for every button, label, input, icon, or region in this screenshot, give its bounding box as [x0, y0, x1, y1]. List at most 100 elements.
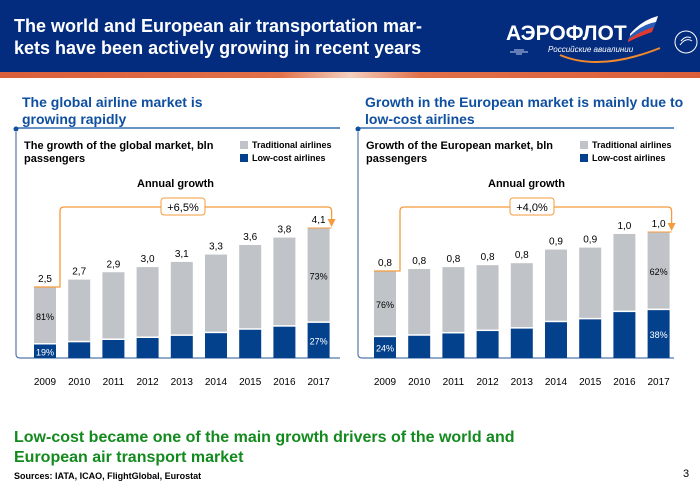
bar-lowcost [307, 322, 330, 358]
x-tick-label: 2009 [374, 377, 397, 388]
bar-total-label: 3,0 [141, 254, 155, 265]
legend-swatch-traditional [240, 141, 248, 149]
bar-lowcost [613, 312, 636, 358]
panel-frame-line [15, 132, 340, 359]
growth-bracket [34, 206, 333, 288]
legend-label: Traditional airlines [252, 140, 332, 150]
share-label-traditional: 81% [36, 312, 54, 322]
logo-graphics [510, 16, 698, 63]
bar-traditional [613, 233, 636, 311]
right-legend: Traditional airlines Low-cost airlines [580, 139, 672, 165]
legend-swatch-traditional [580, 141, 588, 149]
bar-total-label: 3,1 [175, 249, 189, 260]
page-number: 3 [683, 468, 690, 480]
x-tick-label: 2009 [34, 377, 57, 388]
bar-lowcost [579, 319, 602, 358]
right-chart-subtitle: Growth of the European market, bln passe… [366, 140, 554, 165]
bar-total-label: 2,9 [106, 259, 120, 270]
bar-total-label: 0,8 [412, 256, 426, 267]
left-annual-growth-label: Annual growth [137, 178, 214, 190]
share-label-traditional: 76% [376, 300, 394, 310]
legend-item-lowcost: Low-cost airlines [240, 152, 332, 165]
left-legend: Traditional airlines Low-cost airlines [240, 139, 332, 165]
share-label-lowcost: 24% [376, 344, 394, 354]
bar-total-label: 1,0 [652, 219, 666, 230]
bar-lowcost [408, 335, 431, 358]
bar-lowcost [647, 310, 670, 358]
left-chart-subtitle: The growth of the global market, bln pas… [24, 140, 214, 165]
right-annual-growth-label: Annual growth [488, 178, 565, 190]
bar-traditional [273, 237, 296, 326]
x-tick-label: 2016 [613, 377, 636, 388]
bar-total-label: 3,8 [277, 225, 291, 236]
growth-badge [160, 197, 206, 216]
bar-traditional [476, 265, 499, 330]
x-tick-label: 2015 [239, 377, 262, 388]
share-label-lowcost: 27% [310, 336, 328, 346]
growth-badge [509, 197, 555, 216]
bar-total-label: 2,5 [38, 274, 52, 285]
legend-item-traditional: Traditional airlines [580, 139, 672, 152]
bar-traditional [647, 232, 670, 309]
growth-arrowhead-icon [327, 219, 336, 227]
bar-total-label: 4,1 [312, 215, 326, 226]
x-tick-label: 2010 [68, 377, 91, 388]
share-label-traditional: 73% [310, 271, 328, 281]
panel-title-bullet [13, 126, 19, 132]
header-bar: The world and European air transportatio… [0, 0, 700, 72]
x-tick-label: 2011 [103, 377, 125, 388]
bar-lowcost [273, 326, 296, 358]
bar-traditional [442, 267, 465, 332]
bar-traditional [34, 287, 56, 344]
share-label-traditional: 62% [650, 267, 668, 277]
x-tick-label: 2014 [545, 377, 568, 388]
growth-badge-value: +4,0% [516, 202, 548, 214]
skyteam-icon [674, 30, 698, 54]
x-tick-label: 2017 [647, 377, 670, 388]
bar-traditional [510, 263, 533, 328]
legend-item-lowcost: Low-cost airlines [580, 152, 672, 165]
x-tick-label: 2014 [205, 377, 228, 388]
x-tick-label: 2012 [476, 377, 499, 388]
bar-traditional [307, 228, 330, 322]
bar-traditional [408, 269, 431, 335]
bar-lowcost [205, 333, 227, 358]
bar-lowcost [68, 342, 91, 358]
bar-total-label: 0,8 [378, 258, 392, 269]
growth-bracket [374, 206, 673, 272]
logo-text: АЭРОФЛОТ [506, 22, 627, 45]
bar-lowcost [34, 344, 56, 358]
bar-total-label: 0,8 [446, 254, 460, 265]
x-tick-label: 2013 [171, 377, 194, 388]
panel-title-bullet [355, 126, 361, 132]
conclusion-text: Low-cost became one of the main growth d… [14, 429, 515, 466]
panel-frame-line [357, 132, 674, 359]
bar-lowcost [476, 331, 499, 358]
charts-canvas: 2,5 2009 81% 19% 2,7 2010 2,9 2011 3,0 2012 3,1 201… [13, 126, 676, 388]
legend-swatch-lowcost [580, 154, 588, 162]
x-tick-label: 2016 [273, 377, 296, 388]
bar-lowcost [170, 335, 193, 358]
legend-item-traditional: Traditional airlines [240, 139, 332, 152]
bar-traditional [170, 261, 193, 335]
bar-total-label: 3,3 [209, 242, 223, 253]
bar-lowcost [239, 329, 262, 358]
bar-total-label: 0,8 [515, 250, 529, 261]
header-stripe [0, 72, 700, 78]
bar-lowcost [510, 328, 533, 358]
x-tick-label: 2013 [511, 377, 534, 388]
growth-badge-value: +6,5% [167, 202, 199, 214]
bar-lowcost [102, 339, 125, 358]
legend-label: Low-cost airlines [592, 153, 666, 163]
legend-swatch-lowcost [240, 154, 248, 162]
aeroflot-logo: АЭРОФЛОТ Российские авиалинии [500, 12, 700, 72]
bar-traditional [68, 279, 91, 341]
bar-total-label: 0,8 [481, 252, 495, 263]
x-tick-label: 2012 [136, 377, 159, 388]
logo-subtitle: Российские авиалинии [548, 45, 634, 54]
bar-lowcost [374, 337, 396, 358]
share-label-lowcost: 19% [36, 347, 54, 357]
slide-title: The world and European air transportatio… [14, 16, 423, 58]
x-tick-label: 2017 [307, 377, 330, 388]
legend-label: Low-cost airlines [252, 153, 326, 163]
